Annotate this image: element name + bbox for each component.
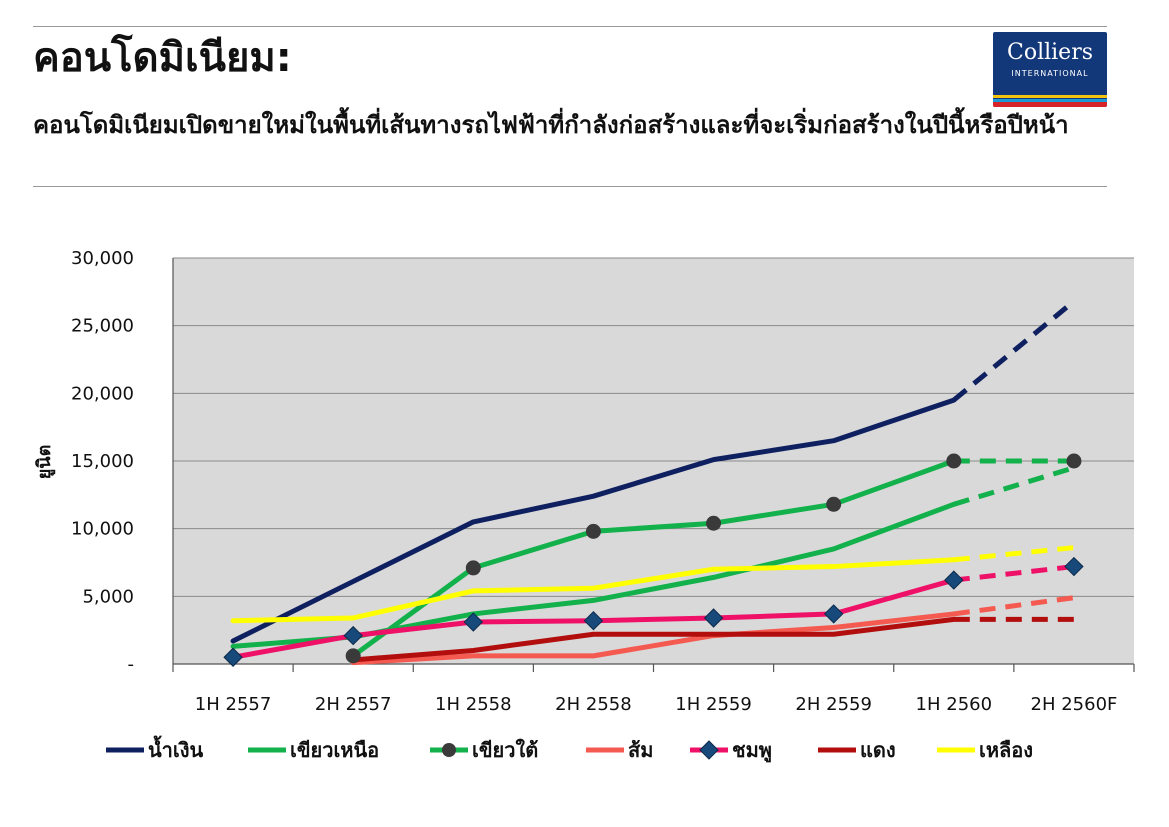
series-line: [230, 397, 957, 644]
y-tick-label: 15,000: [71, 451, 134, 472]
data-point: [465, 560, 481, 576]
logo-subtext: INTERNATIONAL: [1011, 69, 1089, 78]
logo-brand: Colliers: [1006, 40, 1093, 65]
y-tick-label: 30,000: [71, 248, 134, 269]
y-tick-label: 10,000: [71, 519, 134, 540]
legend-marker: [442, 743, 456, 757]
legend-label: เขียวเหนือ: [290, 738, 379, 762]
y-tick-label: -: [128, 654, 135, 675]
series-line: [350, 611, 957, 666]
data-point: [343, 625, 363, 646]
x-tick-label: 2H 2558: [555, 694, 632, 715]
data-point: [1066, 453, 1082, 469]
page-title: คอนโดมิเนียม:: [33, 35, 292, 81]
data-point: [1064, 556, 1084, 577]
data-point: [946, 453, 962, 469]
legend-label: น้ำเงิน: [148, 735, 204, 762]
legend-label: เขียวใต้: [472, 738, 538, 762]
y-axis-label: ยูนิต: [34, 445, 56, 480]
forecast-line: [953, 545, 1075, 563]
data-point: [823, 604, 844, 624]
data-point: [585, 523, 601, 539]
bottom-rule: [33, 186, 1107, 187]
forecast-line: [953, 564, 1075, 583]
data-point: [583, 610, 604, 631]
data-point: [706, 515, 722, 531]
data-point: [463, 612, 484, 632]
x-tick-label: 2H 2559: [795, 694, 872, 715]
x-tick-label: 1H 2559: [675, 694, 752, 715]
y-tick-label: 25,000: [71, 316, 134, 337]
x-tick-label: 1H 2557: [195, 694, 272, 715]
y-tick-label: 5,000: [82, 586, 134, 607]
forecast-line: [953, 595, 1075, 617]
x-tick-label: 2H 2560F: [1031, 694, 1118, 715]
series-line: [230, 557, 957, 624]
x-tick-label: 2H 2557: [315, 694, 392, 715]
series-line: [350, 458, 957, 659]
legend-label: แดง: [860, 738, 896, 762]
data-point: [944, 570, 964, 590]
x-tick-label: 1H 2560: [916, 694, 993, 715]
legend-label: ส้ม: [628, 738, 653, 762]
data-point: [703, 608, 724, 628]
top-rule: [33, 26, 1107, 27]
colliers-logo: Colliers INTERNATIONAL: [993, 32, 1107, 107]
legend-label: ชมพู: [732, 738, 772, 764]
forecast-line: [953, 465, 1075, 507]
series-line: [350, 616, 957, 663]
page-subtitle: คอนโดมิเนียมเปิดขายใหม่ในพื้นที่เส้นทางร…: [33, 111, 1069, 139]
data-point: [345, 648, 361, 664]
data-point: [223, 647, 243, 667]
y-tick-label: 20,000: [71, 383, 134, 404]
x-tick-label: 1H 2558: [435, 694, 512, 715]
legend-marker: [699, 740, 719, 760]
legend-label: เหลือง: [979, 738, 1033, 762]
data-point: [826, 496, 842, 512]
